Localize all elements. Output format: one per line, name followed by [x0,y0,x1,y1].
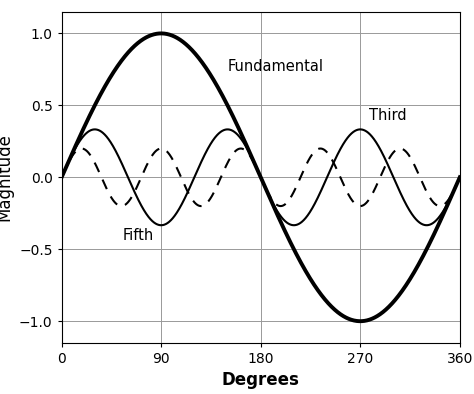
Text: Third: Third [369,108,407,123]
Text: Fifth: Fifth [122,228,154,243]
Y-axis label: Magnitude: Magnitude [0,133,13,221]
Text: Fundamental: Fundamental [228,59,324,74]
X-axis label: Degrees: Degrees [222,372,300,389]
